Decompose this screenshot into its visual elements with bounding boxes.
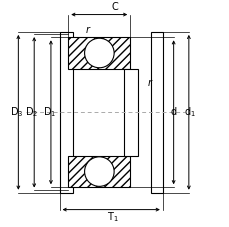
Text: d: d	[170, 107, 176, 117]
Text: D$_1$: D$_1$	[43, 105, 56, 119]
Text: r: r	[85, 25, 90, 35]
Circle shape	[84, 157, 114, 186]
Bar	[123, 69, 137, 156]
Bar	[150, 32, 162, 193]
Text: r: r	[147, 78, 151, 88]
Polygon shape	[68, 37, 130, 69]
Bar	[59, 32, 72, 193]
Text: T$_1$: T$_1$	[106, 210, 118, 224]
Text: D$_2$: D$_2$	[25, 105, 38, 119]
Circle shape	[84, 38, 114, 68]
Text: C: C	[111, 2, 118, 12]
Text: D$_3$: D$_3$	[10, 105, 23, 119]
Polygon shape	[68, 156, 130, 187]
Text: d$_1$: d$_1$	[183, 105, 195, 119]
